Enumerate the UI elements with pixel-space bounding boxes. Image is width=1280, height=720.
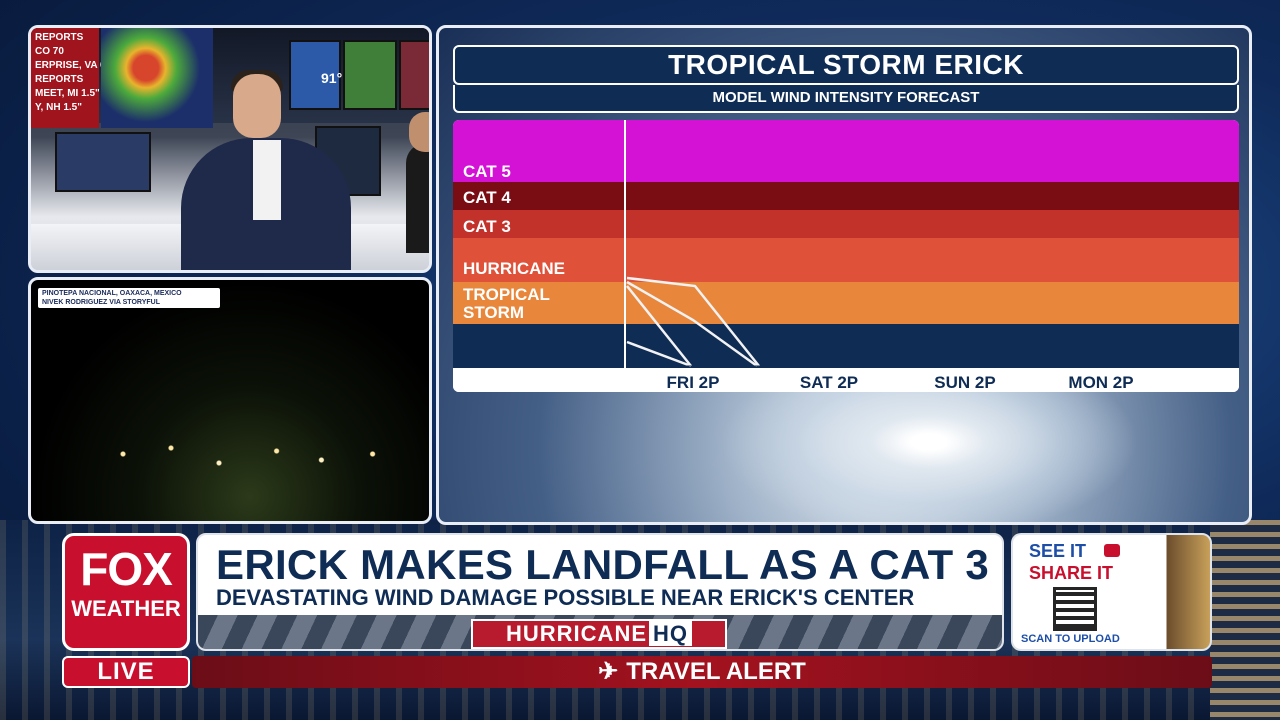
model-track-line xyxy=(626,276,760,367)
headline-box: ERICK MAKES LANDFALL AS A CAT 3 DEVASTAT… xyxy=(196,533,1004,651)
subheadline: DEVASTATING WIND DAMAGE POSSIBLE NEAR ER… xyxy=(216,585,915,610)
airplane-icon: ✈ xyxy=(598,658,619,685)
report-line: ERPRISE, VA 69 xyxy=(35,60,112,71)
intensity-band xyxy=(453,282,1239,324)
band-label: CAT 4 xyxy=(463,188,511,207)
qr-code-icon xyxy=(1053,587,1097,631)
headline: ERICK MAKES LANDFALL AS A CAT 3 xyxy=(216,541,990,588)
band-label: CAT 5 xyxy=(463,162,511,181)
logo-fox-text: FOX xyxy=(80,543,173,595)
weather-monitor xyxy=(289,40,341,110)
field-video-panel: PINOTEPA NACIONAL, OAXACA, MEXICO NIVEK … xyxy=(28,277,432,524)
see-it-share-it-promo: SEE IT SHARE IT SCAN TO UPLOAD xyxy=(1011,533,1212,651)
radar-monitor xyxy=(101,28,213,128)
camera-icon xyxy=(1104,544,1120,557)
location-line: PINOTEPA NACIONAL, OAXACA, MEXICO xyxy=(42,290,182,297)
band-label: STORM xyxy=(463,303,524,322)
monitor-temperature: 91° xyxy=(321,70,343,86)
program-name: HURRICANE xyxy=(506,621,647,646)
satellite-storm-image xyxy=(719,378,1139,522)
model-track-line xyxy=(626,285,692,367)
report-line: REPORTS xyxy=(35,74,84,85)
radar-monitor-2 xyxy=(343,40,397,110)
band-label: CAT 3 xyxy=(463,217,511,236)
see-it-text: SEE IT xyxy=(1029,541,1087,561)
fox-weather-logo: FOX WEATHER xyxy=(62,533,190,651)
location-tag: PINOTEPA NACIONAL, OAXACA, MEXICO NIVEK … xyxy=(38,288,220,308)
desk-monitor xyxy=(55,132,151,192)
town-lights xyxy=(91,430,411,490)
report-line: REPORTS xyxy=(35,32,84,43)
producer-body xyxy=(406,143,429,253)
travel-alert-ticker: ✈ TRAVEL ALERT xyxy=(192,656,1212,688)
report-line: MEET, MI 1.5" xyxy=(35,88,100,99)
band-label: HURRICANE xyxy=(463,259,565,278)
live-indicator: LIVE xyxy=(62,656,190,688)
model-track-line xyxy=(626,280,758,368)
intensity-band xyxy=(453,210,1239,238)
model-track-line xyxy=(626,340,692,368)
x-tick-label: SAT 2P xyxy=(800,373,858,392)
x-axis-strip xyxy=(453,368,1239,392)
logo-weather-text: WEATHER xyxy=(71,596,181,621)
report-line: Y, NH 1.5" xyxy=(35,102,82,113)
program-hq: HQ xyxy=(649,621,692,646)
producer-head xyxy=(409,112,429,152)
monitor xyxy=(399,40,429,110)
background-building xyxy=(1210,520,1280,720)
scan-to-upload-text: SCAN TO UPLOAD xyxy=(1021,633,1120,645)
report-line: CO 70 xyxy=(35,46,64,57)
chart-title: TROPICAL STORM ERICK xyxy=(453,45,1239,85)
presenter-shirt xyxy=(253,140,281,220)
chart-subtitle: MODEL WIND INTENSITY FORECAST xyxy=(453,85,1239,113)
presenter-head xyxy=(233,74,281,138)
share-it-text: SHARE IT xyxy=(1029,563,1114,583)
intensity-band xyxy=(453,324,1239,368)
x-tick-label: FRI 2P xyxy=(667,373,720,392)
reports-monitor: REPORTS CO 70 ERPRISE, VA 69 REPORTS MEE… xyxy=(31,28,112,128)
x-tick-label: SUN 2P xyxy=(934,373,995,392)
forecast-graphic-panel: TROPICAL STORM ERICK MODEL WIND INTENSIT… xyxy=(436,25,1252,525)
studio-video-panel: REPORTS CO 70 ERPRISE, VA 69 REPORTS MEE… xyxy=(28,25,432,273)
intensity-band xyxy=(453,120,1239,182)
intensity-band xyxy=(453,238,1239,282)
alert-text: TRAVEL ALERT xyxy=(626,658,806,685)
band-label: TROPICAL xyxy=(463,285,550,304)
program-badge: HURRICANE HQ xyxy=(471,619,727,649)
credit-line: NIVEK RODRIGUEZ VIA STORYFUL xyxy=(42,299,160,306)
intensity-band xyxy=(453,182,1239,210)
wind-intensity-chart: CAT 5 CAT 4 CAT 3 HURRICANE TROPICAL STORM FRI… xyxy=(453,120,1239,392)
x-tick-label: MON 2P xyxy=(1068,373,1133,392)
